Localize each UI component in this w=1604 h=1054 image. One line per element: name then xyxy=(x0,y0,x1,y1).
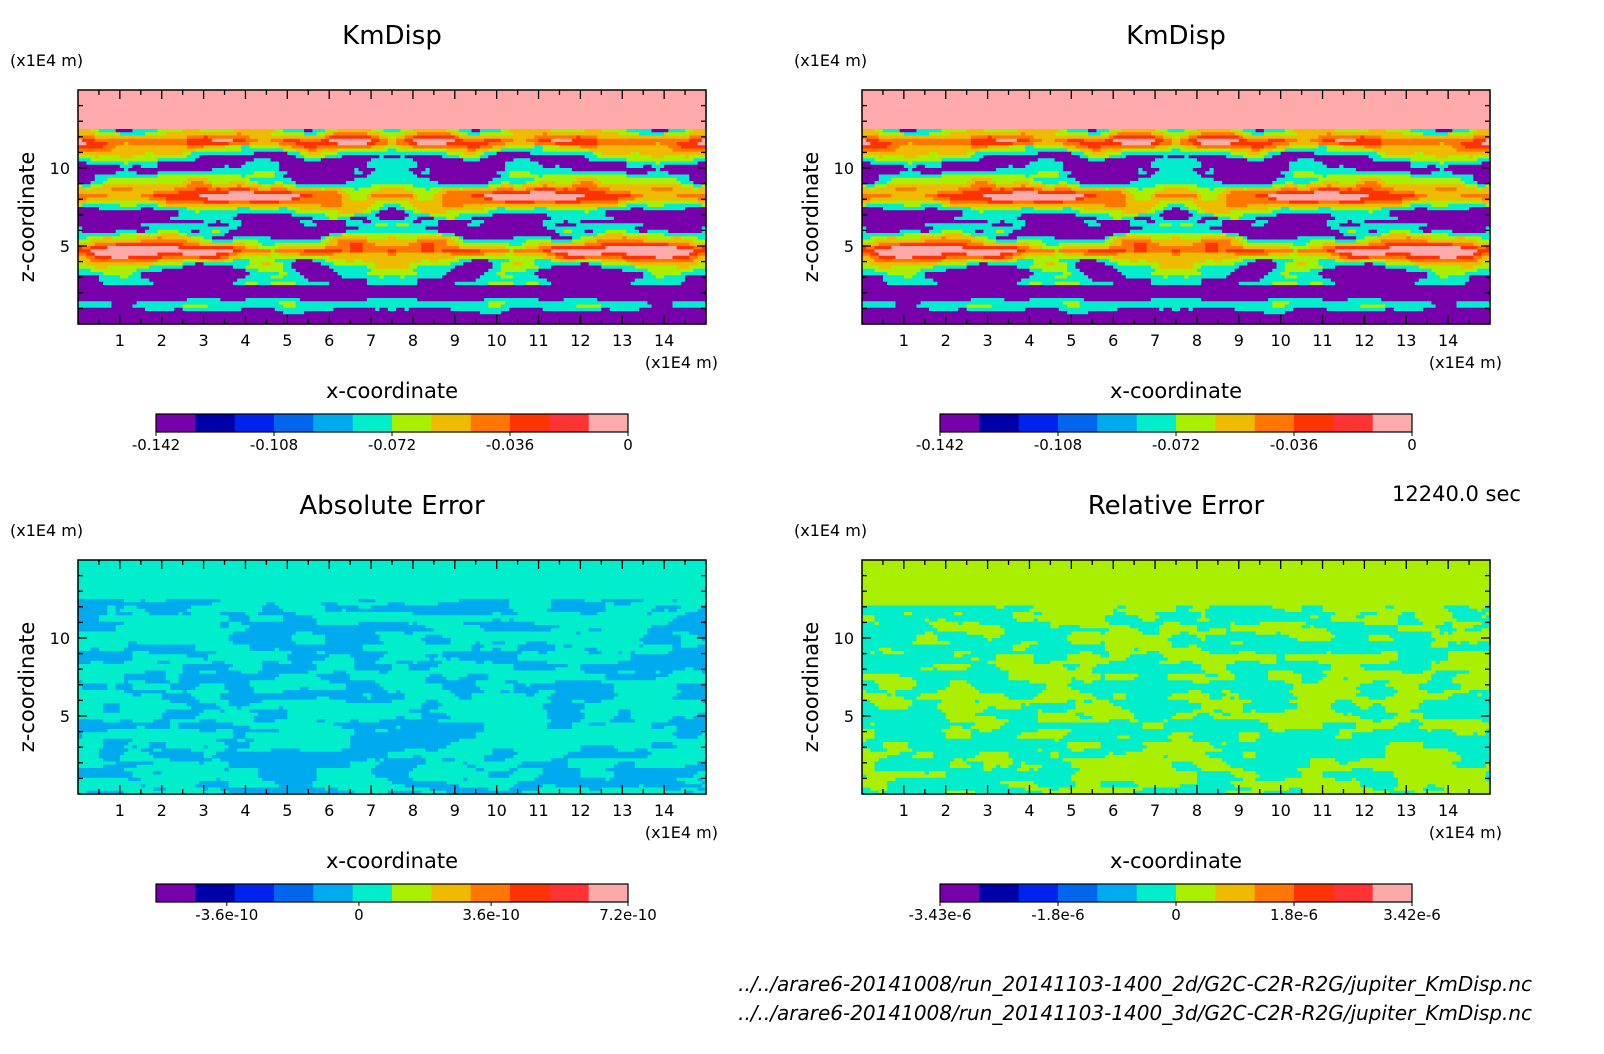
chart-title: KmDisp xyxy=(342,21,442,51)
figure-canvas: KmDisp(x1E4 m)1 2 3 4 5 6 7 8 9 10 11 12 13 14510(x1E… xyxy=(0,0,1604,1054)
chart-panel-1: KmDisp(x1E4 m)1 2 3 4 5 6 7 8 9 10 11 12 13 14510(x1E… xyxy=(10,21,718,454)
z-unit-label: (x1E4 m) xyxy=(10,51,83,70)
heatmap-field xyxy=(78,90,707,325)
